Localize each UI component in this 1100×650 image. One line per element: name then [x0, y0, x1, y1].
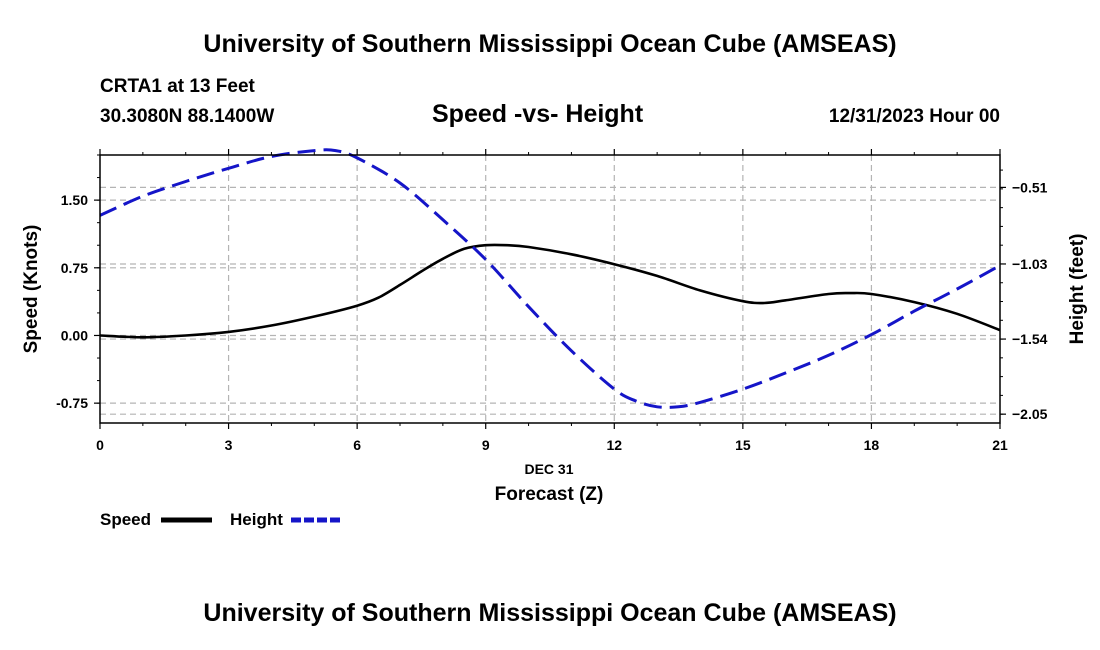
y2-tick-label: −1.03: [1012, 256, 1048, 272]
x-axis-title: Forecast (Z): [495, 484, 604, 505]
y-tick-label: -0.75: [56, 395, 88, 411]
speed-series-line: [99, 243, 1001, 339]
y2-tick-label: −0.51: [1012, 179, 1048, 195]
plot-frame: [99, 154, 1001, 424]
y-tick-label: 0.00: [61, 327, 88, 343]
y2-tick-label: −1.54: [1012, 331, 1048, 347]
y-tick-label: 1.50: [61, 192, 88, 208]
x-tick-label: 12: [606, 437, 622, 453]
legend-height-label: Height: [230, 510, 283, 529]
grid-layer: [100, 155, 1000, 423]
tick-layer: 0 3 6 9 12 15 18 21 -0.75 0.00 0.75 1.50 −2.05 −1.54 −…: [56, 149, 1048, 453]
chart-title-top: University of Southern Mississippi Ocean…: [203, 30, 897, 58]
station-coords: 30.3080N 88.1400W: [100, 106, 275, 127]
legend-speed-label: Speed: [100, 510, 151, 529]
x-tick-label: 6: [353, 437, 361, 453]
chart-title-bottom: University of Southern Mississippi Ocean…: [203, 599, 897, 627]
x-axis-date: DEC 31: [524, 461, 573, 477]
x-tick-label: 9: [482, 437, 490, 453]
y2-tick-label: −2.05: [1012, 406, 1048, 422]
x-tick-label: 21: [992, 437, 1008, 453]
y-tick-label: 0.75: [61, 260, 88, 276]
height-series-line: [99, 148, 1001, 409]
forecast-datetime: 12/31/2023 Hour 00: [828, 106, 1000, 127]
chart-subtitle: Speed -vs- Height: [432, 100, 644, 128]
series-layer: [99, 148, 1001, 409]
legend: Speed Height: [100, 510, 342, 529]
y-axis-title: Speed (Knots): [21, 225, 42, 354]
y2-axis-title: Height (feet): [1067, 234, 1088, 345]
station-label: CRTA1 at 13 Feet: [100, 76, 255, 97]
x-tick-label: 18: [864, 437, 880, 453]
x-tick-label: 0: [96, 437, 104, 453]
x-tick-label: 3: [225, 437, 233, 453]
x-tick-label: 15: [735, 437, 751, 453]
